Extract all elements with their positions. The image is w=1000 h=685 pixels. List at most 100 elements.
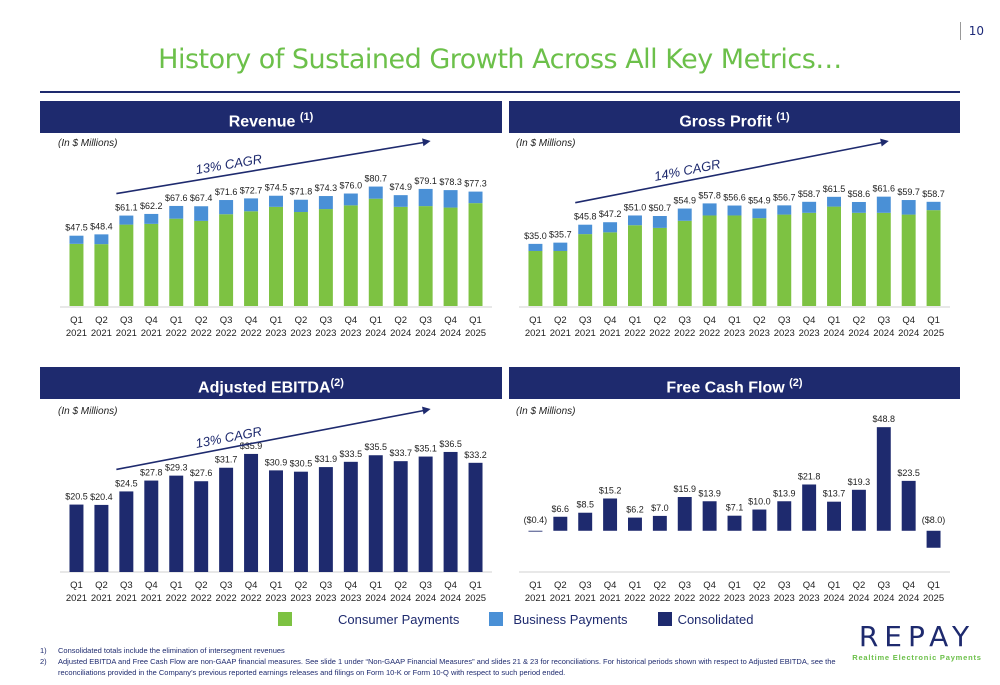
data-label: $79.1 xyxy=(414,176,437,186)
cagr-label: 13% CAGR xyxy=(194,151,263,177)
legend-item-business: Business Payments xyxy=(489,612,628,627)
footnotes: 1) Consolidated totals include the elimi… xyxy=(40,645,840,678)
data-label: $58.7 xyxy=(922,189,945,199)
footnote-2: 2) Adjusted EBITDA and Free Cash Flow ar… xyxy=(40,656,840,678)
cagr-arrow-head xyxy=(422,406,431,415)
data-label: $59.7 xyxy=(897,187,920,197)
bar-consolidated xyxy=(851,489,866,531)
data-label: $47.2 xyxy=(599,209,622,219)
data-label: $15.2 xyxy=(599,485,622,495)
bar-consolidated xyxy=(901,480,916,531)
tick-label-year: 2022 xyxy=(674,328,695,339)
data-label: $74.3 xyxy=(315,183,338,193)
data-label: $31.7 xyxy=(215,455,238,465)
bar-consumer-payments xyxy=(628,225,642,306)
bar-consolidated xyxy=(926,530,941,548)
tick-label-year: 2021 xyxy=(141,328,162,339)
bar-consumer-payments xyxy=(553,250,568,306)
bar-consolidated xyxy=(393,461,408,572)
tick-label-quarter: Q1 xyxy=(369,315,382,326)
tick-label-year: 2023 xyxy=(799,328,820,339)
ebitda-chart: $20.5 Q1 2021 $20.4 Q2 2021 $24.5 Q3 2021 $27.8 Q4… xyxy=(60,406,492,604)
bar-consumer-payments xyxy=(702,215,717,306)
data-label: $51.0 xyxy=(624,202,647,212)
data-label: $35.9 xyxy=(240,441,263,451)
gross-profit-header: Gross Profit (1) xyxy=(509,101,960,133)
tick-label-year: 2022 xyxy=(649,328,670,339)
tick-label-year: 2024 xyxy=(415,593,436,604)
tick-label-year: 2021 xyxy=(550,328,571,339)
tick-label-quarter: Q1 xyxy=(728,315,741,326)
tick-label-quarter: Q2 xyxy=(95,580,108,591)
tick-label-year: 2022 xyxy=(699,593,720,604)
bar-consumer-payments xyxy=(219,214,234,306)
legend-label-consumer: Consumer Payments xyxy=(338,611,460,627)
bar-consumer-payments xyxy=(677,220,692,306)
tick-label-quarter: Q3 xyxy=(579,315,592,326)
tick-label-year: 2021 xyxy=(116,593,137,604)
cagr-arrow-line xyxy=(575,141,885,204)
data-label: ($8.0) xyxy=(922,515,946,525)
bar-business-payments xyxy=(368,186,383,199)
tick-label-year: 2022 xyxy=(216,593,237,604)
tick-label-quarter: Q3 xyxy=(220,580,233,591)
bar-business-payments xyxy=(652,216,667,228)
tick-label-year: 2024 xyxy=(848,328,869,339)
data-label: $48.8 xyxy=(873,414,896,424)
tick-label-year: 2021 xyxy=(116,328,137,339)
bar-consumer-payments xyxy=(827,206,841,306)
data-label: $33.7 xyxy=(389,448,412,458)
bar-business-payments xyxy=(318,196,333,210)
tick-label-year: 2024 xyxy=(898,593,919,604)
tick-label-quarter: Q1 xyxy=(629,315,642,326)
data-label: $58.6 xyxy=(848,189,871,199)
bar-consumer-payments xyxy=(752,218,767,306)
revenue-header-label: Revenue xyxy=(228,113,296,131)
bar-consolidated xyxy=(194,481,209,572)
data-label: $71.8 xyxy=(290,187,313,197)
bar-business-payments xyxy=(901,200,916,215)
tick-label-quarter: Q2 xyxy=(295,580,308,591)
tick-label-year: 2021 xyxy=(66,328,87,339)
tick-label-year: 2022 xyxy=(240,593,261,604)
bar-business-payments xyxy=(777,205,792,215)
bar-business-payments xyxy=(443,190,458,208)
tick-label-quarter: Q4 xyxy=(703,580,716,591)
tick-label-quarter: Q2 xyxy=(654,315,667,326)
data-label: $61.5 xyxy=(823,184,846,194)
tick-label-quarter: Q1 xyxy=(70,315,83,326)
tick-label-year: 2021 xyxy=(600,593,621,604)
legend-swatch-consumer xyxy=(278,612,292,626)
tick-label-year: 2021 xyxy=(550,593,571,604)
tick-label-year: 2024 xyxy=(365,328,386,339)
bar-consolidated xyxy=(318,467,333,572)
tick-label-quarter: Q3 xyxy=(877,315,890,326)
bar-consolidated xyxy=(827,501,841,531)
tick-label-quarter: Q3 xyxy=(877,580,890,591)
data-label: $74.9 xyxy=(389,182,412,192)
tick-label-quarter: Q1 xyxy=(70,580,83,591)
data-label: $77.3 xyxy=(464,179,487,189)
data-label: $62.2 xyxy=(140,201,163,211)
revenue-units: (In $ Millions) xyxy=(58,138,118,149)
tick-label-quarter: Q4 xyxy=(604,580,617,591)
gross-profit-header-label: Gross Profit xyxy=(679,113,772,131)
data-label: $31.9 xyxy=(315,454,338,464)
tick-label-quarter: Q1 xyxy=(529,315,542,326)
revenue-chart: $47.5 Q1 2021 $48.4 Q2 2021 $61.1 Q3 2021 $62.2 Q4… xyxy=(60,138,492,339)
tick-label-year: 2023 xyxy=(774,328,795,339)
slide-title: History of Sustained Growth Across All K… xyxy=(158,44,842,75)
tick-label-quarter: Q1 xyxy=(270,580,283,591)
logo-wordmark: REPAY xyxy=(858,620,976,653)
bar-consolidated xyxy=(94,504,109,572)
tick-label-quarter: Q4 xyxy=(803,580,816,591)
footnote-1-text: Consolidated totals include the eliminat… xyxy=(58,646,285,655)
gross-profit-chart: $35.0 Q1 2021 $35.7 Q2 2021 $45.8 Q3 2021 $47.2 Q4… xyxy=(519,138,950,339)
tick-label-year: 2023 xyxy=(724,593,745,604)
tick-label-year: 2022 xyxy=(216,328,237,339)
tick-label-year: 2022 xyxy=(699,328,720,339)
bar-consumer-payments xyxy=(603,232,618,306)
bar-business-payments xyxy=(144,213,159,224)
data-label: $48.4 xyxy=(90,221,113,231)
tick-label-quarter: Q1 xyxy=(629,580,642,591)
